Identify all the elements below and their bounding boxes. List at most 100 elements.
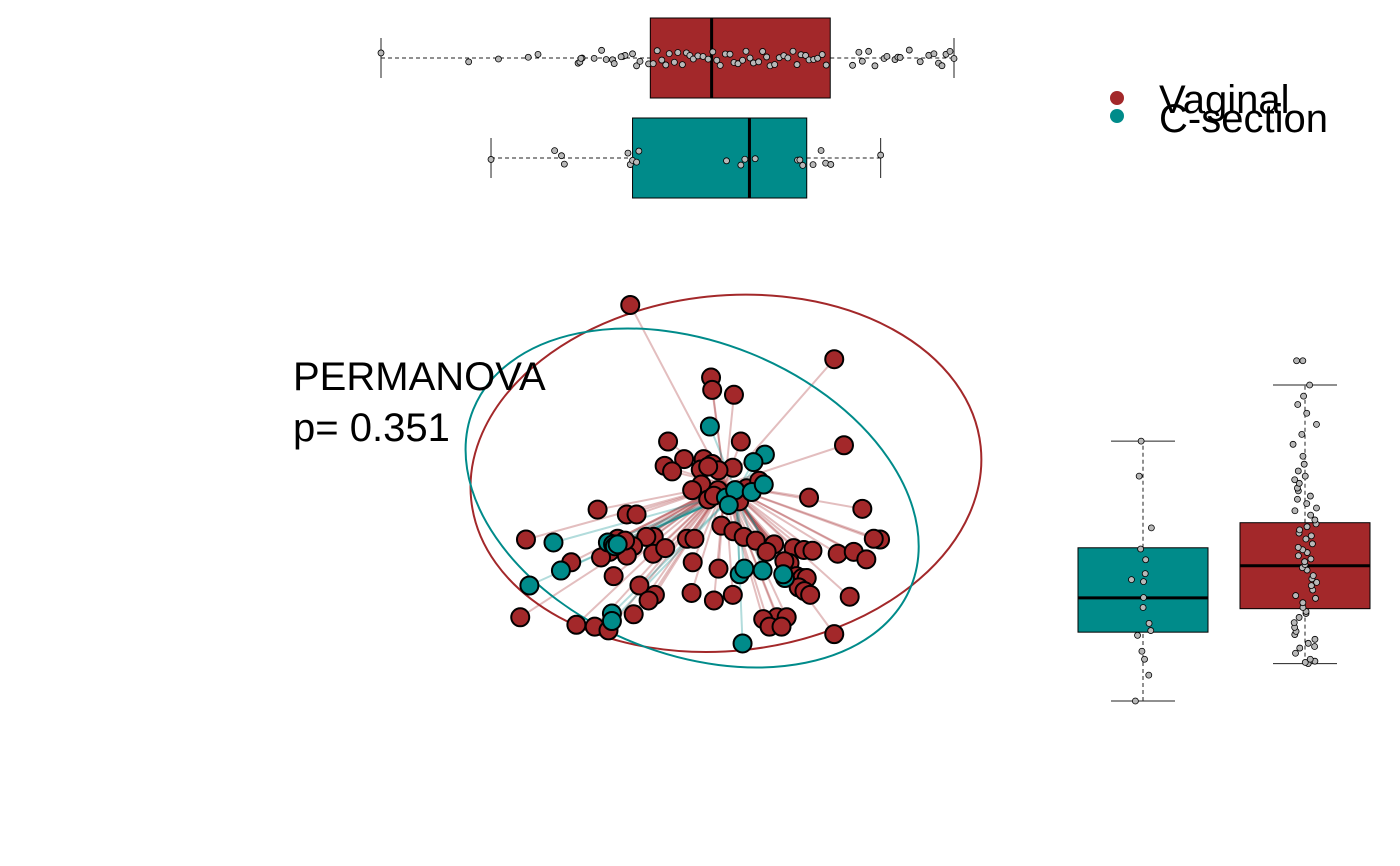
point-vaginal [681, 582, 702, 603]
point-csection [743, 452, 764, 473]
jitter-point [817, 147, 825, 154]
spider-line-vaginal [724, 444, 845, 486]
jitter-point [1301, 659, 1309, 666]
point-vaginal [698, 456, 719, 477]
jitter-point [1301, 558, 1309, 566]
top-box-csection [487, 117, 885, 199]
jitter-point [689, 55, 697, 63]
jitter-point [877, 151, 885, 159]
jitter-point [1311, 635, 1319, 643]
jitter-point [883, 52, 891, 60]
jitter-point [1294, 467, 1302, 475]
jitter-point [670, 58, 678, 66]
permanova-pvalue: p= 0.351 [293, 406, 450, 450]
jitter-point [1137, 437, 1145, 445]
legend-marker-csection [1110, 109, 1124, 123]
jitter-point [1292, 592, 1300, 599]
jitter-point [1304, 639, 1312, 647]
point-vaginal [722, 584, 743, 605]
point-vaginal [587, 499, 608, 520]
jitter-point [590, 54, 598, 62]
jitter-point [723, 157, 730, 165]
jitter-point [827, 161, 835, 168]
jitter-point [742, 47, 750, 55]
point-vaginal [703, 590, 724, 611]
jitter-point [1312, 594, 1319, 602]
jitter-point [755, 58, 763, 66]
top-box-vaginal [377, 17, 958, 99]
jitter-point [763, 53, 771, 61]
jitter-point [487, 156, 495, 163]
jitter-point [1128, 576, 1135, 584]
jitter-point [916, 58, 924, 66]
legend-label-csection: C-section [1159, 97, 1328, 141]
point-csection [732, 633, 753, 654]
jitter-point [624, 149, 632, 157]
jitter-point [1311, 516, 1319, 524]
jitter-point [610, 60, 618, 67]
jitter-point [1145, 671, 1153, 679]
legend: Vaginal C-section [1110, 78, 1328, 141]
point-csection [607, 534, 628, 555]
jitter-point [1294, 401, 1302, 408]
jitter-point [465, 58, 473, 66]
jitter-point [636, 57, 644, 65]
point-vaginal [852, 498, 873, 519]
jitter-point [1295, 614, 1303, 621]
point-csection [773, 564, 794, 585]
point-vaginal [723, 384, 744, 405]
point-vaginal [799, 487, 820, 508]
jitter-point [1291, 476, 1299, 484]
jitter-point [1299, 599, 1307, 607]
jitter-point [633, 62, 640, 70]
jitter-point [855, 48, 863, 56]
jitter-point [1294, 543, 1302, 551]
point-csection [519, 575, 540, 596]
jitter-point [1298, 430, 1306, 438]
jitter-point [1291, 507, 1299, 515]
point-vaginal [684, 528, 705, 549]
jitter-point [734, 60, 742, 68]
point-vaginal [629, 575, 650, 596]
point-vaginal [824, 624, 845, 645]
jitter-point [1309, 540, 1316, 548]
jitter-point [1302, 535, 1310, 543]
jitter-point [822, 61, 830, 69]
point-csection [718, 495, 739, 516]
ellipse-csection [464, 327, 920, 669]
jitter-point [1303, 409, 1311, 417]
legend-marker-vaginal [1110, 91, 1124, 105]
point-vaginal [658, 431, 679, 452]
point-vaginal [708, 558, 729, 579]
jitter-point [896, 54, 904, 61]
jitter-point [930, 50, 938, 58]
jitter-point [1134, 631, 1141, 639]
point-vaginal [839, 586, 860, 607]
point-vaginal [771, 616, 792, 637]
jitter-point [771, 61, 779, 68]
jitter-point [1306, 655, 1314, 663]
jitter-point [784, 54, 792, 62]
point-vaginal [802, 540, 823, 561]
jitter-point [1294, 495, 1301, 503]
jitter-point [534, 50, 542, 58]
ordination-scatter-panel [464, 293, 983, 669]
right-box-csection [1077, 437, 1209, 705]
jitter-point [726, 50, 734, 58]
point-vaginal [566, 614, 587, 635]
point-csection [752, 560, 773, 581]
jitter-point [1307, 555, 1315, 563]
point-vaginal [674, 449, 695, 470]
jitter-point [560, 160, 568, 168]
jitter-point [1293, 357, 1300, 365]
jitter-point [1138, 647, 1146, 655]
point-vaginal [800, 584, 821, 605]
spider-line-csection [611, 491, 737, 622]
right-boxplot-panel [1077, 357, 1371, 705]
jitter-point [1307, 511, 1315, 519]
jitter-point [789, 47, 797, 55]
jitter-point [1142, 556, 1150, 564]
jitter-point [551, 147, 559, 155]
jitter-point [617, 53, 625, 61]
